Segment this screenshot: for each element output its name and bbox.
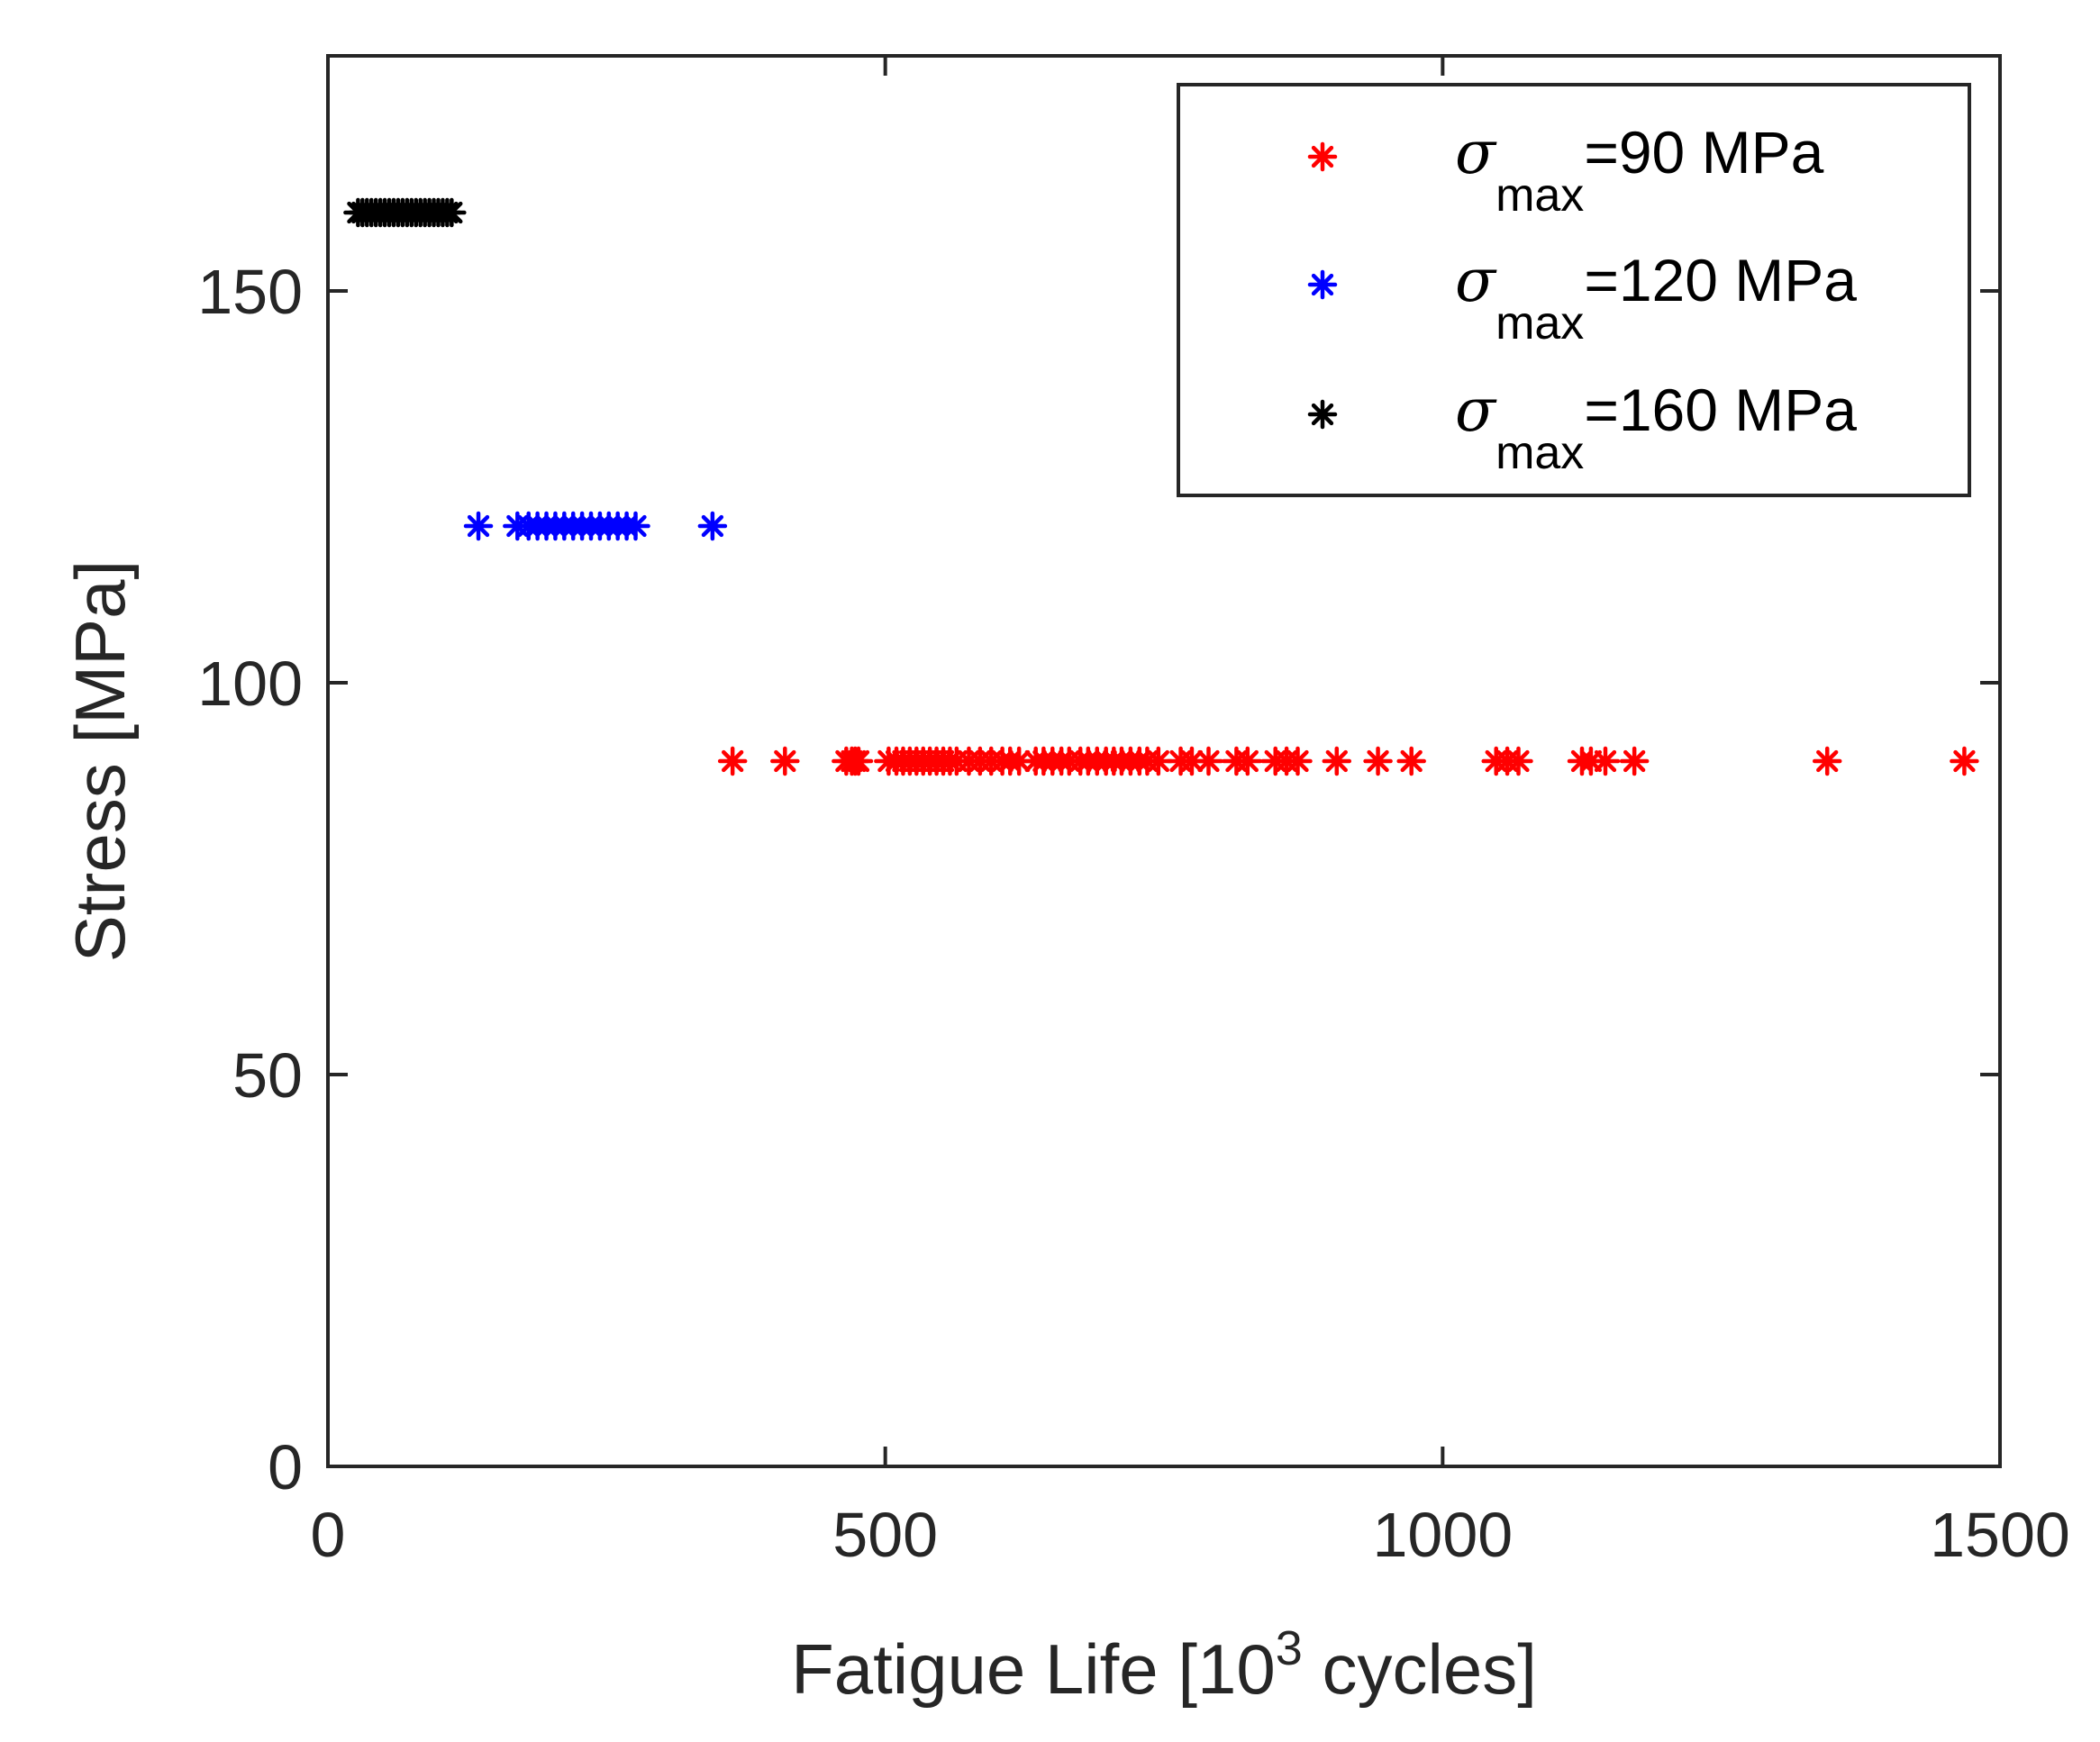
data-point	[1283, 746, 1313, 776]
data-point	[843, 746, 874, 776]
x-tick-label: 1000	[1372, 1500, 1513, 1570]
legend-box	[1177, 83, 1971, 497]
series-0	[717, 746, 1979, 776]
data-point	[621, 511, 650, 541]
data-points	[343, 197, 1979, 776]
legend-label-value: =90 MPa	[1584, 119, 1823, 186]
x-axis-title: Fatigue Life [103 cycles]	[791, 1621, 1537, 1709]
data-point	[1396, 746, 1426, 776]
y-axis-title: Stress [MPa]	[60, 560, 140, 962]
data-point	[1504, 746, 1533, 776]
legend-marker	[1307, 141, 1338, 172]
y-tick-label: 100	[197, 649, 303, 719]
legend-label: σmax=90 MPa	[1455, 118, 1824, 222]
legend-label-subscript: max	[1495, 427, 1584, 479]
data-point	[463, 511, 494, 541]
data-point	[1232, 746, 1263, 776]
legend-label-subscript: max	[1495, 169, 1584, 222]
x-axis-title-prefix: Fatigue Life [10	[791, 1629, 1276, 1709]
data-point	[1177, 746, 1207, 776]
legend-marker	[1307, 399, 1338, 430]
data-point	[1619, 746, 1650, 776]
tick-labels: 0 500 1000 1500 0 50 100 150	[197, 257, 2070, 1570]
legend-label-symbol: σ	[1455, 118, 1497, 187]
data-point	[717, 746, 748, 776]
x-axis-title-superscript: 3	[1276, 1621, 1303, 1675]
x-tick-label: 500	[832, 1500, 938, 1570]
y-tick-label: 150	[197, 257, 303, 327]
data-point	[770, 746, 800, 776]
data-point	[1363, 746, 1393, 776]
legend-label: σmax=120 MPa	[1455, 246, 1857, 349]
series-2	[343, 197, 467, 228]
legend-label-symbol: σ	[1455, 376, 1497, 445]
data-point	[1590, 746, 1621, 776]
data-point	[697, 511, 728, 541]
series-1	[463, 511, 728, 541]
data-point	[437, 197, 467, 228]
x-tick-label: 1500	[1930, 1500, 2070, 1570]
data-point	[1004, 746, 1034, 776]
legend-label-subscript: max	[1495, 297, 1584, 349]
y-tick-label: 0	[268, 1432, 303, 1502]
legend-label: σmax=160 MPa	[1455, 376, 1857, 479]
legend-label-value: =160 MPa	[1584, 377, 1857, 443]
x-axis-title-suffix: cycles]	[1303, 1629, 1537, 1709]
legend-label-symbol: σ	[1455, 246, 1497, 315]
plot-frame	[326, 54, 2002, 1468]
legend-marker	[1307, 269, 1338, 300]
data-point	[1812, 746, 1842, 776]
data-point	[1194, 746, 1223, 776]
data-point	[1322, 746, 1352, 776]
data-point	[1950, 746, 1979, 776]
x-tick-label: 0	[311, 1500, 346, 1570]
y-tick-label: 50	[232, 1040, 303, 1111]
legend-label-value: =120 MPa	[1584, 247, 1857, 313]
